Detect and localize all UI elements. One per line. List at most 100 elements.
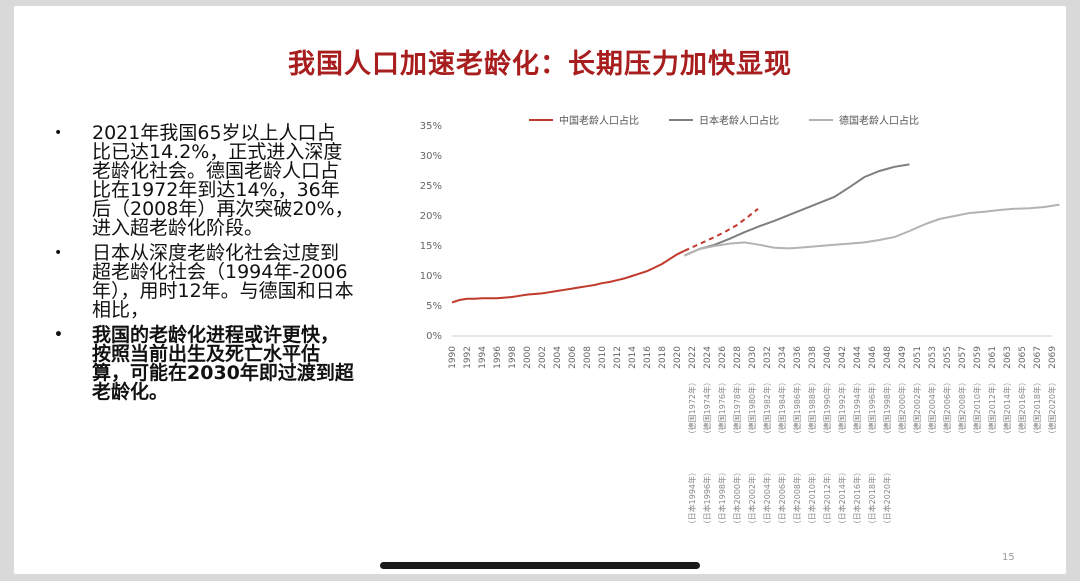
series-line-2 [684, 203, 1060, 257]
x-tick-sublabel-japan: （日本1998年） [717, 468, 727, 528]
x-tick-label: 1990 [448, 346, 458, 369]
x-tick-sublabel-germany: （德国2020年） [1047, 378, 1057, 438]
x-tick-sublabel-japan: （日本1994年） [687, 468, 697, 528]
y-tick-label: 20% [420, 211, 442, 222]
bullet-dot-icon: • [54, 245, 63, 261]
legend-label: 德国老龄人口占比 [839, 114, 919, 127]
x-tick-sublabel-germany: （德国1986年） [792, 378, 802, 438]
x-tick-sublabel-germany: （德国1984年） [777, 378, 787, 438]
x-tick-sublabel-germany: （德国2014年） [1002, 378, 1012, 438]
x-tick-sublabel-germany: （德国1980年） [747, 378, 757, 438]
x-tick-sublabel-japan: （日本2018年） [867, 468, 877, 528]
x-tick-label: 2046 [868, 346, 878, 369]
x-tick-sublabel-germany: （德国1994年） [852, 378, 862, 438]
x-tick-sublabel-germany: （德国2012年） [987, 378, 997, 438]
x-tick-label: 2055 [943, 346, 953, 369]
x-tick-sublabel-germany: （德国1982年） [762, 378, 772, 438]
x-tick-sublabel-japan: （日本2012年） [822, 468, 832, 528]
x-tick-label: 2061 [988, 346, 998, 369]
x-tick-label: 2042 [838, 346, 848, 369]
x-tick-sublabel-germany: （德国2018年） [1032, 378, 1042, 438]
x-tick-label: 1994 [478, 346, 488, 369]
x-tick-label: 2030 [748, 346, 758, 369]
x-tick-sublabel-germany: （德国1978年） [732, 378, 742, 438]
x-tick-label: 2063 [1003, 346, 1013, 369]
series-line-1 [684, 163, 910, 257]
x-tick-sublabel-japan: （日本1996年） [702, 468, 712, 528]
bullet-dot-icon: • [54, 125, 63, 141]
x-tick-sublabel-germany: （德国1974年） [702, 378, 712, 438]
x-tick-sublabel-germany: （德国2008年） [957, 378, 967, 438]
series-line-0 [451, 249, 685, 304]
home-indicator-bar[interactable] [380, 562, 700, 569]
x-tick-label: 2006 [568, 346, 578, 369]
x-tick-label: 2034 [778, 346, 788, 369]
x-tick-label: 2057 [958, 346, 968, 369]
x-tick-sublabel-germany: （德国2006年） [942, 378, 952, 438]
bullet-dot-icon: • [54, 327, 63, 343]
x-tick-label: 2038 [808, 346, 818, 369]
y-tick-label: 0% [426, 331, 442, 342]
bullet-item: • 日本从深度老龄化社会过度到超老龄化社会（1994年-2006年），用时12年… [54, 244, 354, 320]
x-tick-sublabel-germany: （德国1976年） [717, 378, 727, 438]
x-tick-label: 2065 [1018, 346, 1028, 369]
x-tick-label: 2012 [613, 346, 623, 369]
bullet-text: 我国的老龄化进程或许更快，按照当前出生及死亡水平估算，可能在2030年即过渡到超… [92, 324, 354, 403]
bullet-text: 2021年我国65岁以上人口占比已达14.2%，正式进入深度老龄化社会。德国老龄… [92, 122, 354, 239]
x-tick-sublabel-japan: （日本2016年） [852, 468, 862, 528]
x-tick-label: 2059 [973, 346, 983, 369]
x-tick-sublabel-japan: （日本2004年） [762, 468, 772, 528]
y-tick-label: 10% [420, 271, 442, 282]
x-tick-label: 2049 [898, 346, 908, 369]
x-tick-label: 2032 [763, 346, 773, 369]
y-tick-label: 5% [426, 301, 442, 312]
x-tick-sublabel-germany: （德国1996年） [867, 378, 877, 438]
x-tick-sublabel-japan: （日本2006年） [777, 468, 787, 528]
legend-label: 日本老龄人口占比 [699, 114, 779, 127]
x-tick-label: 2004 [553, 346, 563, 369]
x-tick-sublabel-japan: （日本2020年） [882, 468, 892, 528]
x-tick-label: 2010 [598, 346, 608, 369]
bullet-item: • 我国的老龄化进程或许更快，按照当前出生及死亡水平估算，可能在2030年即过渡… [54, 326, 354, 402]
x-tick-sublabel-japan: （日本2002年） [747, 468, 757, 528]
x-tick-label: 2036 [793, 346, 803, 369]
x-tick-label: 2014 [628, 346, 638, 369]
x-tick-label: 2044 [853, 346, 863, 369]
x-tick-label: 2051 [913, 346, 923, 369]
slide-title: 我国人口加速老龄化：长期压力加快显现 [288, 49, 792, 80]
legend-label: 中国老龄人口占比 [559, 114, 639, 127]
x-tick-label: 2053 [928, 346, 938, 369]
x-tick-sublabel-germany: （德国1990年） [822, 378, 832, 438]
x-tick-label: 1998 [508, 346, 518, 369]
x-tick-sublabel-germany: （德国1988年） [807, 378, 817, 438]
y-tick-label: 30% [420, 151, 442, 162]
x-tick-label: 2067 [1033, 346, 1043, 369]
bullet-text: 日本从深度老龄化社会过度到超老龄化社会（1994年-2006年），用时12年。与… [92, 242, 354, 321]
x-tick-label: 2018 [658, 346, 668, 369]
x-tick-label: 2020 [673, 346, 683, 369]
x-tick-label: 2000 [523, 346, 533, 369]
x-tick-label: 2008 [583, 346, 593, 369]
bullet-item: • 2021年我国65岁以上人口占比已达14.2%，正式进入深度老龄化社会。德国… [54, 124, 354, 238]
x-tick-sublabel-germany: （德国2002年） [912, 378, 922, 438]
x-tick-sublabel-germany: （德国2000年） [897, 378, 907, 438]
slide: 我国人口加速老龄化：长期压力加快显现 • 2021年我国65岁以上人口占比已达1… [14, 6, 1066, 574]
x-tick-sublabel-germany: （德国1998年） [882, 378, 892, 438]
x-tick-label: 2016 [643, 346, 653, 369]
x-tick-label: 2002 [538, 346, 548, 369]
x-tick-sublabel-germany: （德国2004年） [927, 378, 937, 438]
x-tick-sublabel-germany: （德国1992年） [837, 378, 847, 438]
x-tick-label: 2024 [703, 346, 713, 369]
aging-line-chart: 0% 5% 10% 15% 20% 25% 30% 35% 1990 1992 1994 1996 19… [420, 114, 1060, 528]
x-tick-sublabel-japan: （日本2008年） [792, 468, 802, 528]
x-tick-sublabel-germany: （德国2016年） [1017, 378, 1027, 438]
series-projection-line-0 [684, 208, 759, 252]
page-number: 15 [1002, 552, 1015, 563]
x-tick-label: 2040 [823, 346, 833, 369]
x-tick-label: 2022 [688, 346, 698, 369]
x-tick-label: 1996 [493, 346, 503, 369]
x-tick-label: 2069 [1048, 346, 1058, 369]
x-tick-label: 1992 [463, 346, 473, 369]
y-tick-label: 35% [420, 121, 442, 132]
x-tick-sublabel-japan: （日本2000年） [732, 468, 742, 528]
